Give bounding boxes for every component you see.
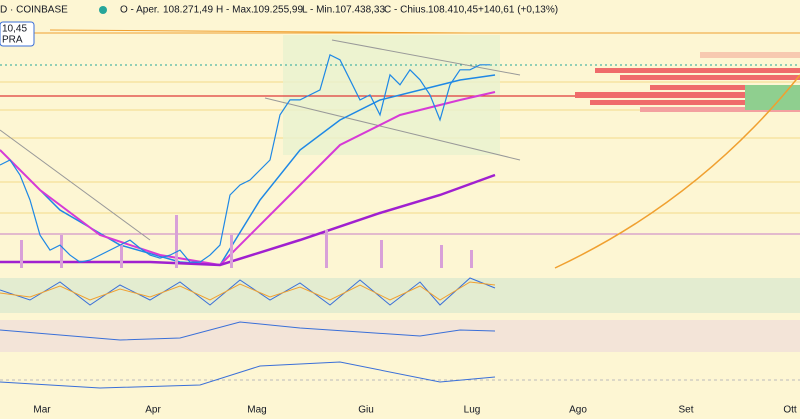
rsi-line	[0, 321, 496, 341]
x-tick-label: Lug	[464, 405, 481, 416]
price-layer	[0, 53, 490, 263]
close-label: C - Chius.	[384, 5, 428, 16]
forecast-curve	[554, 74, 800, 269]
orange-line	[49, 29, 471, 34]
x-tick-label: Set	[678, 405, 693, 416]
low-value: 107.438,33	[335, 5, 385, 16]
open-value: 108.271,49	[163, 5, 213, 16]
price-tag-side: PRA	[2, 35, 23, 46]
volume-bars	[20, 215, 473, 268]
status-dot	[99, 6, 107, 14]
x-axis: Mar Apr Mag Giu Lug Ago Set Ott	[33, 405, 797, 416]
channel-top	[331, 39, 521, 76]
open-label: O - Aper.	[120, 5, 159, 16]
symbol: D · COINBASE	[0, 5, 68, 16]
low-label: L - Min.	[302, 5, 335, 16]
rsi-panel	[0, 320, 800, 352]
close-value: 108.410,45	[428, 5, 478, 16]
x-tick-label: Giu	[358, 405, 374, 416]
channel-bottom	[264, 97, 521, 161]
ma-mid	[0, 91, 496, 267]
change-value: +140,61 (+0,13%)	[478, 5, 558, 16]
ma-slow	[0, 173, 496, 267]
price-tag-value: 10,45	[2, 24, 27, 35]
volume-profile	[575, 52, 800, 112]
x-tick-label: Ago	[569, 405, 587, 416]
high-label: H - Max.	[216, 5, 254, 16]
x-tick-label: Mag	[247, 405, 266, 416]
x-tick-label: Mar	[33, 405, 51, 416]
trend-line	[0, 129, 151, 241]
high-value: 109.255,99	[253, 5, 303, 16]
macd-line	[0, 361, 496, 389]
price-tag[interactable]	[0, 21, 35, 47]
price-line	[0, 53, 490, 263]
header-bar	[0, 0, 540, 20]
stoch-d	[0, 281, 496, 301]
x-tick-label: Ott	[783, 405, 797, 416]
range-box	[283, 35, 500, 155]
x-tick-label: Apr	[145, 405, 161, 416]
